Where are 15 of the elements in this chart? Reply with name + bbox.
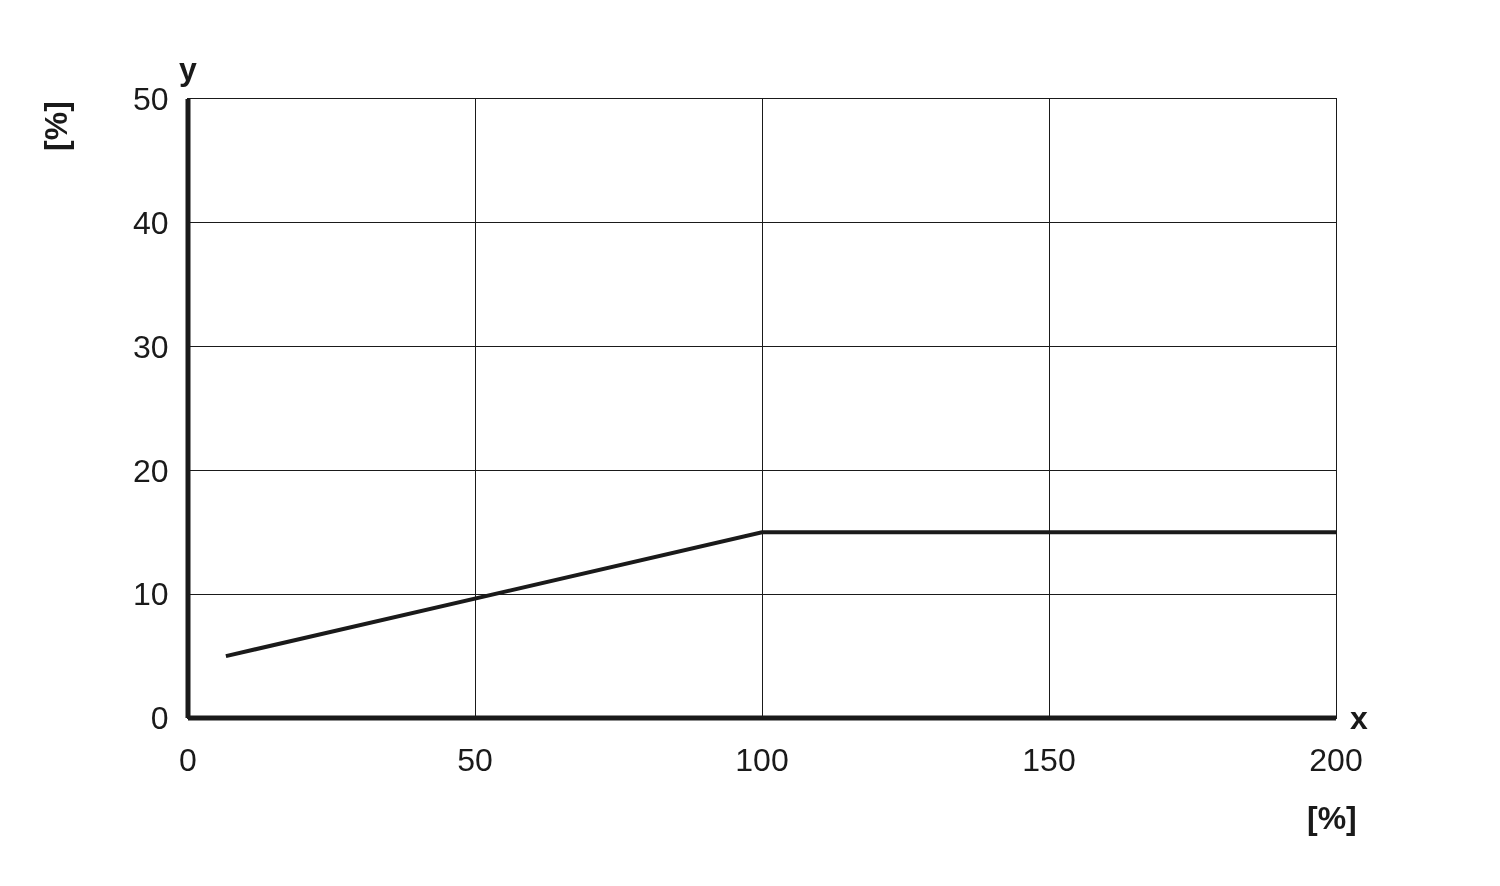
x-tick-label: 200 — [1309, 742, 1363, 779]
x-tick-label: 150 — [1022, 742, 1076, 779]
text: [%] — [1307, 800, 1357, 836]
y-tick-label: 30 — [133, 328, 169, 365]
y-tick-label: 0 — [150, 700, 169, 737]
x-tick-label: 0 — [179, 742, 197, 779]
x-tick-label: 50 — [457, 742, 493, 779]
text: [%] — [37, 101, 74, 151]
y-tick-label: 20 — [133, 452, 169, 489]
y-tick-label: 50 — [133, 81, 169, 118]
y-tick-label: 10 — [133, 576, 169, 613]
y-axis-title: y — [179, 51, 197, 87]
x-tick-label: 100 — [735, 742, 789, 779]
y-tick-label: 40 — [133, 205, 169, 241]
x-axis-title: x — [1350, 700, 1368, 736]
